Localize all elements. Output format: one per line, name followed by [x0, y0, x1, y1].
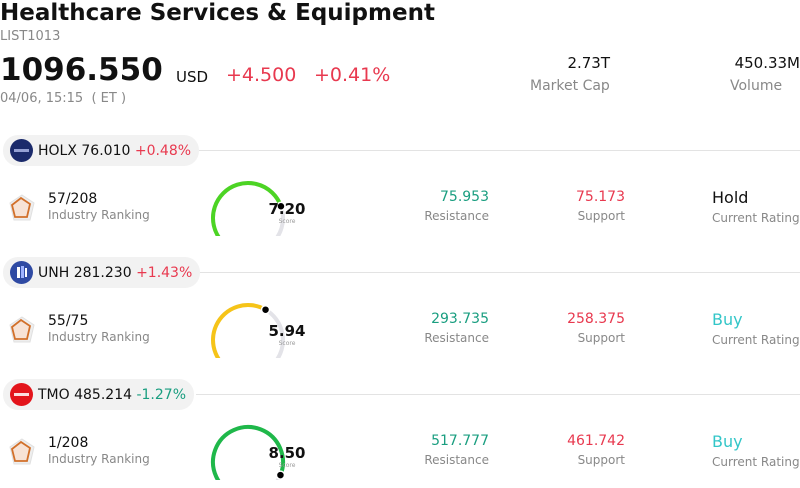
support-value: 258.375 [567, 311, 625, 327]
score-gauge [211, 303, 285, 358]
ticker: UNH [38, 264, 70, 281]
index-code: LIST1013 [0, 29, 61, 44]
resistance-label: Resistance [424, 453, 489, 467]
support-value: 75.173 [576, 189, 625, 205]
stock-change: +1.43% [136, 264, 193, 281]
company-logo-icon [10, 261, 33, 284]
industry-rank-label: Industry Ranking [48, 208, 150, 222]
support-label: Support [577, 453, 625, 467]
gauge-marker [276, 201, 286, 212]
score-gauge [211, 181, 286, 236]
resistance-value: 75.953 [440, 189, 489, 205]
support-label: Support [577, 331, 625, 345]
score-label: Score [278, 462, 296, 469]
current-rating-label: Current Rating [712, 211, 800, 225]
stock-pill[interactable]: HOLX 76.010 +0.48% [3, 135, 200, 166]
ranking-badge-icon [8, 437, 36, 471]
score-value: 5.94 [268, 322, 306, 340]
row-separator [196, 394, 800, 395]
resistance-value: 293.735 [431, 311, 489, 327]
industry-rank-label: Industry Ranking [48, 330, 150, 344]
resistance-label: Resistance [424, 209, 489, 223]
row-separator [196, 272, 800, 273]
ticker: TMO [38, 386, 70, 403]
score-value: 8.50 [268, 444, 306, 462]
price-change-percent: +0.41% [314, 64, 391, 86]
currency-label: USD [176, 68, 209, 86]
stock-change: -1.27% [136, 386, 186, 403]
gauge-marker [260, 304, 271, 315]
page-title: Healthcare Services & Equipment [0, 0, 435, 26]
industry-rank: 55/75 [48, 313, 89, 329]
market-cap-value: 2.73T [567, 54, 610, 72]
timestamp: 04/06, 15:15 ( ET ) [0, 91, 127, 106]
company-logo-icon [10, 383, 33, 406]
current-rating: Buy [712, 310, 743, 329]
gauge-fill [211, 181, 283, 236]
current-rating: Buy [712, 432, 743, 451]
ticker: HOLX [38, 142, 77, 159]
score-gauge [211, 425, 286, 480]
price-change: +4.500 [226, 64, 297, 86]
score-value: 7.20 [268, 200, 306, 218]
industry-rank: 57/208 [48, 191, 98, 207]
score-label: Score [278, 340, 296, 347]
gauge-fill [211, 425, 285, 480]
ranking-badge-icon [8, 193, 36, 227]
resistance-value: 517.777 [431, 433, 489, 449]
stock-pill[interactable]: UNH 281.230 +1.43% [3, 257, 201, 288]
stock-pill[interactable]: TMO 485.214 -1.27% [3, 379, 194, 410]
score-label: Score [278, 218, 296, 225]
market-cap-label: Market Cap [530, 78, 610, 94]
company-logo-icon [10, 139, 33, 162]
ranking-badge-icon [8, 315, 36, 349]
current-rating-label: Current Rating [712, 333, 800, 347]
index-price: 1096.550 [0, 52, 163, 88]
current-rating-label: Current Rating [712, 455, 800, 469]
support-value: 461.742 [567, 433, 625, 449]
resistance-label: Resistance [424, 331, 489, 345]
stock-price: 76.010 [81, 142, 131, 159]
volume-value: 450.33M [734, 54, 800, 72]
volume-label: Volume [730, 78, 783, 94]
row-separator [196, 150, 800, 151]
support-label: Support [577, 209, 625, 223]
stock-price: 485.214 [74, 386, 133, 403]
industry-rank: 1/208 [48, 435, 89, 451]
industry-rank-label: Industry Ranking [48, 452, 150, 466]
gauge-fill [211, 303, 268, 358]
stock-change: +0.48% [134, 142, 192, 159]
current-rating: Hold [712, 188, 749, 207]
gauge-marker [275, 470, 286, 480]
stock-price: 281.230 [73, 264, 132, 281]
